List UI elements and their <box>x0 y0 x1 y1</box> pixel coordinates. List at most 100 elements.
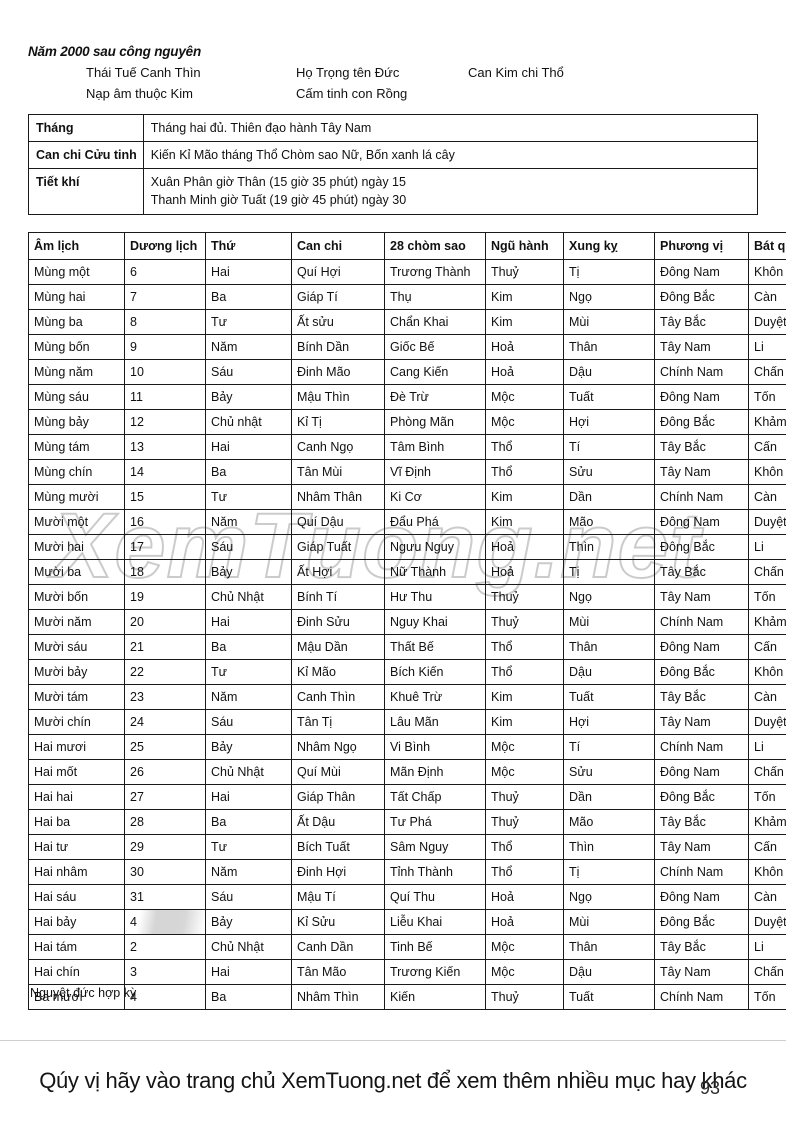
table-row: Mùng ba 8 Tư Ất sửu Chẩn Khai Kim Mùi Tây Bắc Du… <box>28 309 786 335</box>
cell-10-7: Đông Nam <box>654 509 749 535</box>
header-line-2: Nạp âm thuộc Kim Cấm tinh con Rồng <box>28 86 758 107</box>
column-header-1: Dương lịch <box>124 232 206 260</box>
cell-6-4: Phòng Mãn <box>384 409 486 435</box>
cell-16-0: Mười bảy <box>28 659 125 685</box>
cell-23-3: Bích Tuất <box>291 834 385 860</box>
cell-2-6: Mùi <box>563 309 655 335</box>
cell-7-5: Thổ <box>485 434 564 460</box>
cell-19-2: Bảy <box>205 734 292 760</box>
cell-20-1: 26 <box>124 759 206 785</box>
cell-1-0: Mùng hai <box>28 284 125 310</box>
cell-6-6: Hợi <box>563 409 655 435</box>
info-value-thang: Tháng hai đủ. Thiên đạo hành Tây Nam <box>142 113 759 143</box>
table-row: Hai nhâm 30 Năm Đinh Hợi Tỉnh Thành Thổ Tị Chín… <box>28 859 786 885</box>
cell-2-1: 8 <box>124 309 206 335</box>
cell-7-6: Tí <box>563 434 655 460</box>
cell-29-3: Nhâm Thìn <box>291 984 385 1010</box>
cell-3-4: Giốc Bế <box>384 334 486 360</box>
cell-9-3: Nhâm Thân <box>291 484 385 510</box>
cell-13-7: Tây Nam <box>654 584 749 610</box>
cell-26-6: Mùi <box>563 909 655 935</box>
cell-1-4: Thụ <box>384 284 486 310</box>
cell-15-0: Mười sáu <box>28 634 125 660</box>
table-row: Mười tám 23 Năm Canh Thìn Khuê Trừ Kim Tuất Tây… <box>28 684 786 710</box>
cell-21-2: Hai <box>205 784 292 810</box>
cell-27-0: Hai tám <box>28 934 125 960</box>
cell-29-4: Kiến <box>384 984 486 1010</box>
table-row: Hai bảy 4 Bảy Kỉ Sửu Liễu Khai Hoả Mùi Đông Bắc… <box>28 909 786 935</box>
cell-24-0: Hai nhâm <box>28 859 125 885</box>
cell-1-1: 7 <box>124 284 206 310</box>
cell-18-2: Sáu <box>205 709 292 735</box>
year-title: Năm 2000 sau công nguyên <box>28 44 202 59</box>
cell-17-5: Kim <box>485 684 564 710</box>
cell-17-2: Năm <box>205 684 292 710</box>
cell-14-6: Mùi <box>563 609 655 635</box>
cell-25-7: Đông Nam <box>654 884 749 910</box>
cell-18-8: Duyệt <box>748 709 786 735</box>
cell-13-8: Tốn <box>748 584 786 610</box>
column-header-4: 28 chòm sao <box>384 232 486 260</box>
table-header-row: Âm lịch Dương lịch Thứ Can chi 28 chòm sao Ng… <box>28 232 786 260</box>
cell-12-6: Tị <box>563 559 655 585</box>
cell-25-8: Càn <box>748 884 786 910</box>
cell-2-7: Tây Bắc <box>654 309 749 335</box>
cell-9-8: Càn <box>748 484 786 510</box>
cam-tinh-text: Cấm tinh con Rồng <box>296 86 408 101</box>
cell-0-1: 6 <box>124 259 206 285</box>
cell-18-3: Tân Tị <box>291 709 385 735</box>
table-row: Mùng năm 10 Sáu Đinh Mão Cang Kiến Hoả Dậu Chín… <box>28 359 786 385</box>
info-value-canchi: Kiến Kỉ Mão tháng Thổ Chòm sao Nữ, Bốn x… <box>142 141 759 170</box>
footer-divider <box>0 1040 786 1041</box>
table-row: Mùng tám 13 Hai Canh Ngọ Tâm Bình Thổ Tí Tây Bắ… <box>28 434 786 460</box>
table-row: Hai tư 29 Tư Bích Tuất Sâm Nguy Thổ Thìn Tây Na… <box>28 834 786 860</box>
cell-8-4: Vĩ Định <box>384 459 486 485</box>
cell-27-8: Li <box>748 934 786 960</box>
cell-13-6: Ngọ <box>563 584 655 610</box>
cell-21-0: Hai hai <box>28 784 125 810</box>
column-header-3: Can chi <box>291 232 385 260</box>
cell-0-3: Quí Hợi <box>291 259 385 285</box>
cell-28-8: Chấn <box>748 959 786 985</box>
cell-9-0: Mùng mười <box>28 484 125 510</box>
cell-19-0: Hai mươi <box>28 734 125 760</box>
cell-0-7: Đông Nam <box>654 259 749 285</box>
cell-13-5: Thuỷ <box>485 584 564 610</box>
cell-29-5: Thuỷ <box>485 984 564 1010</box>
cell-22-1: 28 <box>124 809 206 835</box>
cell-10-1: 16 <box>124 509 206 535</box>
cell-25-6: Ngọ <box>563 884 655 910</box>
cell-23-7: Tây Nam <box>654 834 749 860</box>
cell-27-2: Chủ Nhật <box>205 934 292 960</box>
column-header-0: Âm lịch <box>28 232 125 260</box>
cell-4-4: Cang Kiến <box>384 359 486 385</box>
cell-9-6: Dần <box>563 484 655 510</box>
cell-8-2: Ba <box>205 459 292 485</box>
cell-22-4: Tư Phá <box>384 809 486 835</box>
cell-0-5: Thuỷ <box>485 259 564 285</box>
cell-24-3: Đinh Hợi <box>291 859 385 885</box>
cell-6-3: Kỉ Tị <box>291 409 385 435</box>
cell-3-6: Thân <box>563 334 655 360</box>
cell-2-5: Kim <box>485 309 564 335</box>
table-footnote: Nguyệt đức hợp kỳ <box>30 986 137 1000</box>
cell-12-1: 18 <box>124 559 206 585</box>
table-row: Mùng chín 14 Ba Tân Mùi Vĩ Định Thổ Sửu Tây Nam… <box>28 459 786 485</box>
footer-promo-text: Qúy vị hãy vào trang chủ XemTuong.net để… <box>39 1068 747 1093</box>
cell-16-6: Dậu <box>563 659 655 685</box>
cell-15-5: Thổ <box>485 634 564 660</box>
cell-8-3: Tân Mùi <box>291 459 385 485</box>
cell-3-8: Li <box>748 334 786 360</box>
cell-22-8: Khảm <box>748 809 786 835</box>
cell-17-4: Khuê Trừ <box>384 684 486 710</box>
cell-5-2: Bảy <box>205 384 292 410</box>
cell-5-0: Mùng sáu <box>28 384 125 410</box>
cell-0-4: Trương Thành <box>384 259 486 285</box>
cell-11-5: Hoả <box>485 534 564 560</box>
cell-27-3: Canh Dần <box>291 934 385 960</box>
cell-21-5: Thuỷ <box>485 784 564 810</box>
cell-17-6: Tuất <box>563 684 655 710</box>
cell-23-0: Hai tư <box>28 834 125 860</box>
cell-20-6: Sửu <box>563 759 655 785</box>
cell-9-7: Chính Nam <box>654 484 749 510</box>
